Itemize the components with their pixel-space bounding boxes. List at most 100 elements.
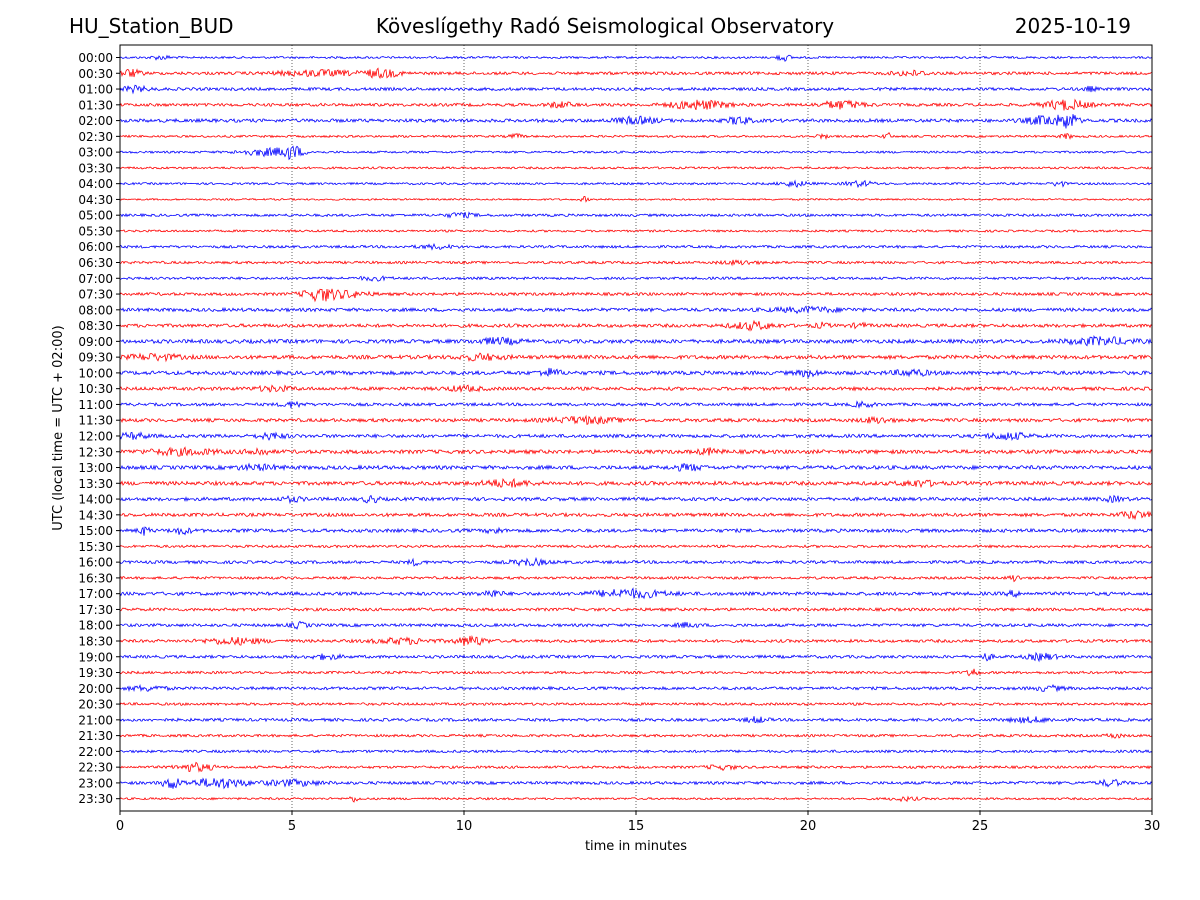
y-tick-label: 16:30 bbox=[78, 571, 113, 585]
trace-0230 bbox=[119, 131, 1153, 141]
trace-1030 bbox=[119, 384, 1153, 393]
trace-1330 bbox=[119, 477, 1153, 489]
trace-2100 bbox=[119, 716, 1153, 724]
trace-0930 bbox=[119, 352, 1153, 363]
x-tick-label: 15 bbox=[628, 819, 645, 834]
x-axis: 0 5 10 15 20 25 30 bbox=[116, 811, 1160, 834]
trace-1800 bbox=[119, 620, 1153, 630]
trace-1100 bbox=[119, 400, 1153, 409]
trace-1730 bbox=[119, 606, 1153, 613]
y-tick-label: 03:00 bbox=[78, 146, 113, 160]
y-tick-label: 20:00 bbox=[78, 682, 113, 696]
y-tick-label: 13:30 bbox=[78, 477, 113, 491]
trace-2200 bbox=[119, 749, 1153, 754]
trace-2230 bbox=[119, 761, 1153, 773]
trace-0200 bbox=[119, 114, 1153, 129]
y-tick-label: 15:00 bbox=[78, 524, 113, 538]
x-tick-label: 0 bbox=[116, 819, 124, 834]
trace-1230 bbox=[119, 446, 1153, 457]
trace-0500 bbox=[119, 211, 1153, 219]
x-axis-label: time in minutes bbox=[585, 839, 687, 854]
y-tick-label: 10:00 bbox=[78, 366, 113, 380]
trace-2130 bbox=[119, 732, 1153, 739]
y-tick-label: 19:30 bbox=[78, 666, 113, 680]
y-tick-label: 21:30 bbox=[78, 729, 113, 743]
trace-2030 bbox=[119, 701, 1153, 707]
y-tick-label: 18:00 bbox=[78, 619, 113, 633]
trace-1130 bbox=[119, 414, 1153, 426]
y-tick-label: 14:30 bbox=[78, 508, 113, 522]
y-tick-label: 16:00 bbox=[78, 556, 113, 570]
y-tick-label: 23:00 bbox=[78, 776, 113, 790]
y-tick-label: 05:30 bbox=[78, 224, 113, 238]
y-axis-label: UTC (local time = UTC + 02:00) bbox=[51, 325, 66, 530]
trace-0800 bbox=[119, 305, 1153, 315]
trace-1530 bbox=[119, 544, 1153, 549]
y-tick-label: 02:00 bbox=[78, 114, 113, 128]
trace-0830 bbox=[119, 319, 1153, 332]
trace-2330 bbox=[119, 795, 1153, 803]
y-tick-label: 21:00 bbox=[78, 713, 113, 727]
trace-0330 bbox=[119, 165, 1153, 170]
y-tick-label: 08:00 bbox=[78, 303, 113, 317]
observatory-title: Köveslígethy Radó Seismological Observat… bbox=[375, 14, 835, 38]
y-tick-label: 23:30 bbox=[78, 792, 113, 806]
y-tick-label: 03:30 bbox=[78, 161, 113, 175]
trace-1500 bbox=[119, 526, 1153, 536]
y-tick-label: 04:00 bbox=[78, 177, 113, 191]
y-tick-label: 17:30 bbox=[78, 603, 113, 617]
x-tick-label: 30 bbox=[1144, 819, 1161, 834]
y-tick-label: 17:00 bbox=[78, 587, 113, 601]
trace-1600 bbox=[119, 556, 1153, 567]
trace-0000 bbox=[119, 54, 1153, 62]
trace-0300 bbox=[119, 145, 1153, 161]
y-tick-label: 01:30 bbox=[78, 98, 113, 112]
y-tick-label: 08:30 bbox=[78, 319, 113, 333]
trace-1830 bbox=[119, 635, 1153, 646]
trace-0630 bbox=[119, 259, 1153, 267]
x-tick-label: 5 bbox=[288, 819, 296, 834]
y-tick-label: 00:00 bbox=[78, 51, 113, 65]
y-tick-label: 18:30 bbox=[78, 634, 113, 648]
trace-0900 bbox=[119, 335, 1153, 347]
y-tick-label: 11:30 bbox=[78, 414, 113, 428]
trace-1900 bbox=[119, 651, 1152, 663]
y-tick-label: 05:00 bbox=[78, 209, 113, 223]
y-tick-label: 07:00 bbox=[78, 272, 113, 286]
x-tick-label: 20 bbox=[800, 819, 817, 834]
y-tick-label: 06:00 bbox=[78, 240, 113, 254]
trace-0100 bbox=[119, 84, 1153, 95]
trace-1930 bbox=[119, 668, 1153, 677]
y-tick-label: 00:30 bbox=[78, 67, 113, 81]
y-tick-label: 19:00 bbox=[78, 650, 113, 664]
y-tick-label: 12:30 bbox=[78, 445, 113, 459]
trace-2000 bbox=[119, 683, 1153, 693]
y-tick-label: 04:30 bbox=[78, 193, 113, 207]
y-tick-label: 10:30 bbox=[78, 382, 113, 396]
y-tick-label: 20:30 bbox=[78, 698, 113, 712]
trace-0400 bbox=[119, 179, 1153, 189]
trace-group bbox=[119, 54, 1153, 803]
trace-0730 bbox=[119, 288, 1153, 303]
trace-0030 bbox=[119, 67, 1152, 79]
trace-1630 bbox=[119, 574, 1153, 583]
y-tick-label: 12:00 bbox=[78, 429, 113, 443]
y-tick-label: 01:00 bbox=[78, 83, 113, 97]
vertical-gridlines bbox=[291, 45, 981, 811]
y-tick-label: 11:00 bbox=[78, 398, 113, 412]
y-tick-label: 22:30 bbox=[78, 761, 113, 775]
y-tick-label: 09:00 bbox=[78, 335, 113, 349]
trace-0700 bbox=[119, 275, 1153, 282]
y-tick-label: 14:00 bbox=[78, 493, 113, 507]
y-tick-label: 22:00 bbox=[78, 745, 113, 759]
trace-1700 bbox=[119, 587, 1153, 600]
trace-1200 bbox=[119, 431, 1153, 442]
trace-0430 bbox=[119, 195, 1153, 203]
trace-2300 bbox=[119, 777, 1153, 790]
y-tick-label: 02:30 bbox=[78, 130, 113, 144]
y-tick-label: 06:30 bbox=[78, 256, 113, 270]
y-tick-label: 09:30 bbox=[78, 351, 113, 365]
trace-0530 bbox=[119, 229, 1153, 233]
